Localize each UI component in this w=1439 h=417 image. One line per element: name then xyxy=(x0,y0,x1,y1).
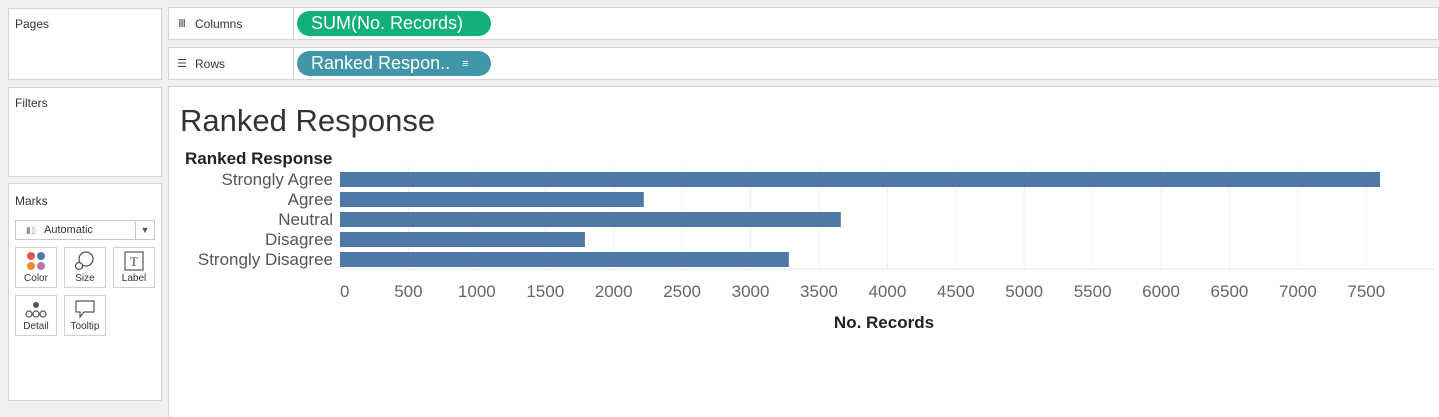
x-tick-label: 0 xyxy=(340,282,349,301)
color-button-label: Color xyxy=(24,273,48,284)
size-button[interactable]: Size xyxy=(64,247,106,288)
category-label[interactable]: Strongly Agree xyxy=(221,170,333,189)
category-label[interactable]: Neutral xyxy=(278,210,333,229)
bar[interactable] xyxy=(340,192,644,207)
bar[interactable] xyxy=(340,232,585,247)
pages-card-title: Pages xyxy=(15,17,50,31)
color-button[interactable]: Color xyxy=(15,247,57,288)
bar[interactable] xyxy=(340,212,841,227)
x-tick-label: 3500 xyxy=(800,282,838,301)
category-label[interactable]: Disagree xyxy=(265,230,333,249)
rows-label: Rows xyxy=(195,56,226,71)
x-tick-label: 4500 xyxy=(937,282,975,301)
marks-card-title: Marks xyxy=(15,194,48,208)
bar-chart-icon: ▮▯ xyxy=(26,224,36,235)
view-area: Ranked Response Ranked Response Strongly … xyxy=(168,86,1439,417)
x-tick-label: 5000 xyxy=(1005,282,1043,301)
rows-shelf[interactable]: ☰ Rows Ranked Respon.. ≡ xyxy=(168,47,1439,80)
sort-descending-icon[interactable]: ≡ xyxy=(462,57,469,70)
svg-text:T: T xyxy=(130,254,138,269)
detail-icon xyxy=(25,302,47,318)
x-tick-label: 7500 xyxy=(1347,282,1385,301)
detail-button-label: Detail xyxy=(23,321,49,332)
rows-pill-ranked-response[interactable]: Ranked Respon.. ≡ xyxy=(297,51,491,76)
text-label-icon: T xyxy=(124,251,144,271)
filters-card[interactable]: Filters xyxy=(8,87,162,177)
bar-chart: Ranked Response Strongly AgreeAgreeNeutra… xyxy=(185,149,1434,332)
columns-pill-text: SUM(No. Records) xyxy=(311,13,464,33)
detail-button[interactable]: Detail xyxy=(15,295,57,336)
view-title: Ranked Response xyxy=(180,103,436,138)
rows-icon: ☰ xyxy=(177,58,187,70)
x-tick-label: 1000 xyxy=(458,282,496,301)
columns-shelf[interactable]: Ⅲ Columns SUM(No. Records) xyxy=(168,7,1439,40)
columns-label: Columns xyxy=(195,16,243,31)
x-tick-label: 2500 xyxy=(663,282,701,301)
row-header-label: Ranked Response xyxy=(185,149,332,168)
x-tick-label: 4000 xyxy=(868,282,906,301)
speech-bubble-icon xyxy=(75,300,95,319)
chevron-down-icon[interactable]: ▼ xyxy=(135,221,154,239)
x-tick-label: 6500 xyxy=(1211,282,1249,301)
x-tick-label: 2000 xyxy=(595,282,633,301)
rows-pill-text: Ranked Respon.. xyxy=(311,53,451,73)
mark-type-value: Automatic xyxy=(44,224,93,236)
size-icon xyxy=(74,251,94,271)
x-tick-label: 3000 xyxy=(732,282,770,301)
size-button-label: Size xyxy=(75,273,95,284)
label-button[interactable]: T Label xyxy=(113,247,155,288)
pages-card: Pages xyxy=(8,8,162,80)
category-label[interactable]: Agree xyxy=(288,190,333,209)
columns-icon: Ⅲ xyxy=(178,18,186,30)
category-label[interactable]: Strongly Disagree xyxy=(198,250,333,269)
label-button-label: Label xyxy=(121,273,147,284)
rows-shelf-label: ☰ Rows xyxy=(169,48,294,79)
x-axis-title[interactable]: No. Records xyxy=(834,313,934,332)
x-tick-label: 6000 xyxy=(1142,282,1180,301)
tooltip-button[interactable]: Tooltip xyxy=(64,295,106,336)
x-tick-label: 500 xyxy=(394,282,422,301)
bar[interactable] xyxy=(340,172,1380,187)
filters-card-title: Filters xyxy=(15,96,48,110)
x-tick-label: 1500 xyxy=(526,282,564,301)
bar[interactable] xyxy=(340,252,789,267)
color-icon xyxy=(27,252,45,270)
columns-shelf-label: Ⅲ Columns xyxy=(169,8,294,39)
columns-pill-sum-records[interactable]: SUM(No. Records) xyxy=(297,11,491,36)
x-tick-label: 5500 xyxy=(1074,282,1112,301)
tooltip-button-label: Tooltip xyxy=(70,321,100,332)
mark-type-dropdown[interactable]: ▮▯ Automatic ▼ xyxy=(15,220,155,240)
x-tick-label: 7000 xyxy=(1279,282,1317,301)
marks-card: Marks ▮▯ Automatic ▼ Color Size T Label xyxy=(8,183,162,401)
